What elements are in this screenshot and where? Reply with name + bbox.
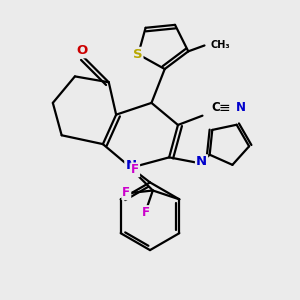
Text: N: N bbox=[125, 159, 136, 172]
Text: F: F bbox=[122, 186, 130, 199]
Text: N: N bbox=[236, 101, 246, 114]
Text: F: F bbox=[142, 206, 150, 219]
Text: N: N bbox=[196, 155, 207, 168]
Text: CH₃: CH₃ bbox=[211, 40, 231, 50]
Text: C: C bbox=[211, 101, 220, 114]
Text: S: S bbox=[133, 48, 142, 61]
Text: ≡: ≡ bbox=[218, 101, 230, 115]
Text: F: F bbox=[131, 164, 139, 176]
Text: O: O bbox=[77, 44, 88, 57]
